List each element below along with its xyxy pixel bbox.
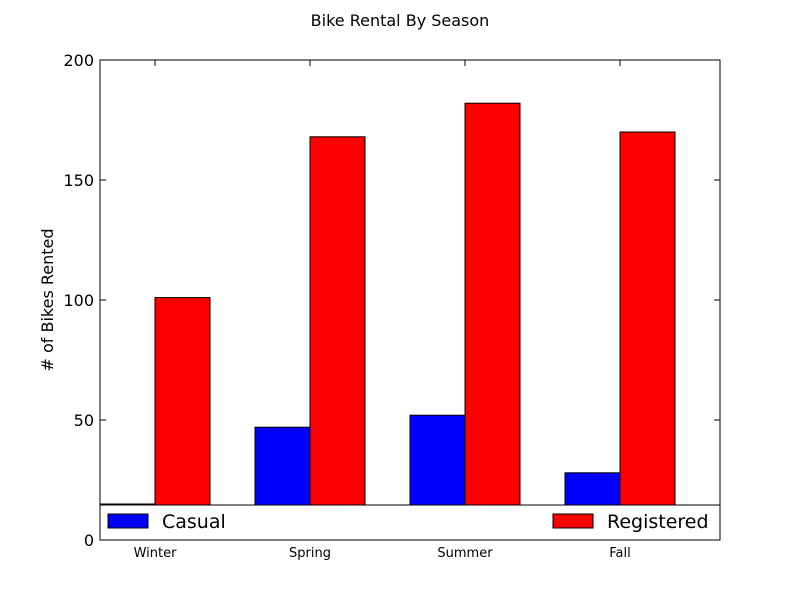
- y-tick-label-0: 0: [84, 531, 94, 550]
- y-tick-label-150: 150: [63, 171, 94, 190]
- legend-box: [99, 504, 721, 541]
- bar-registered-summer: [464, 102, 521, 541]
- x-category-label-fall: Fall: [609, 546, 630, 561]
- legend: Casual Registered: [99, 504, 721, 541]
- legend-label-casual: Casual: [162, 511, 226, 533]
- bar-registered-fall: [619, 131, 676, 541]
- x-category-label-winter: Winter: [134, 546, 178, 561]
- legend-swatch-casual: [107, 513, 149, 529]
- x-category-labels: Winter Spring Summer Fall: [134, 546, 631, 561]
- bar-registered-winter: [154, 297, 211, 541]
- y-tick-label-50: 50: [74, 411, 94, 430]
- legend-swatch-registered: [552, 513, 594, 529]
- chart-title: Bike Rental By Season: [311, 11, 490, 30]
- y-tick-labels: 0 50 100 150 200: [63, 51, 94, 550]
- y-axis-label: # of Bikes Rented: [38, 228, 57, 371]
- bar-registered-spring: [309, 136, 366, 541]
- legend-label-registered: Registered: [607, 511, 709, 533]
- bars: [99, 102, 676, 541]
- x-category-label-summer: Summer: [437, 546, 493, 561]
- y-tick-label-100: 100: [63, 291, 94, 310]
- y-tick-label-200: 200: [63, 51, 94, 70]
- x-category-label-spring: Spring: [289, 546, 331, 561]
